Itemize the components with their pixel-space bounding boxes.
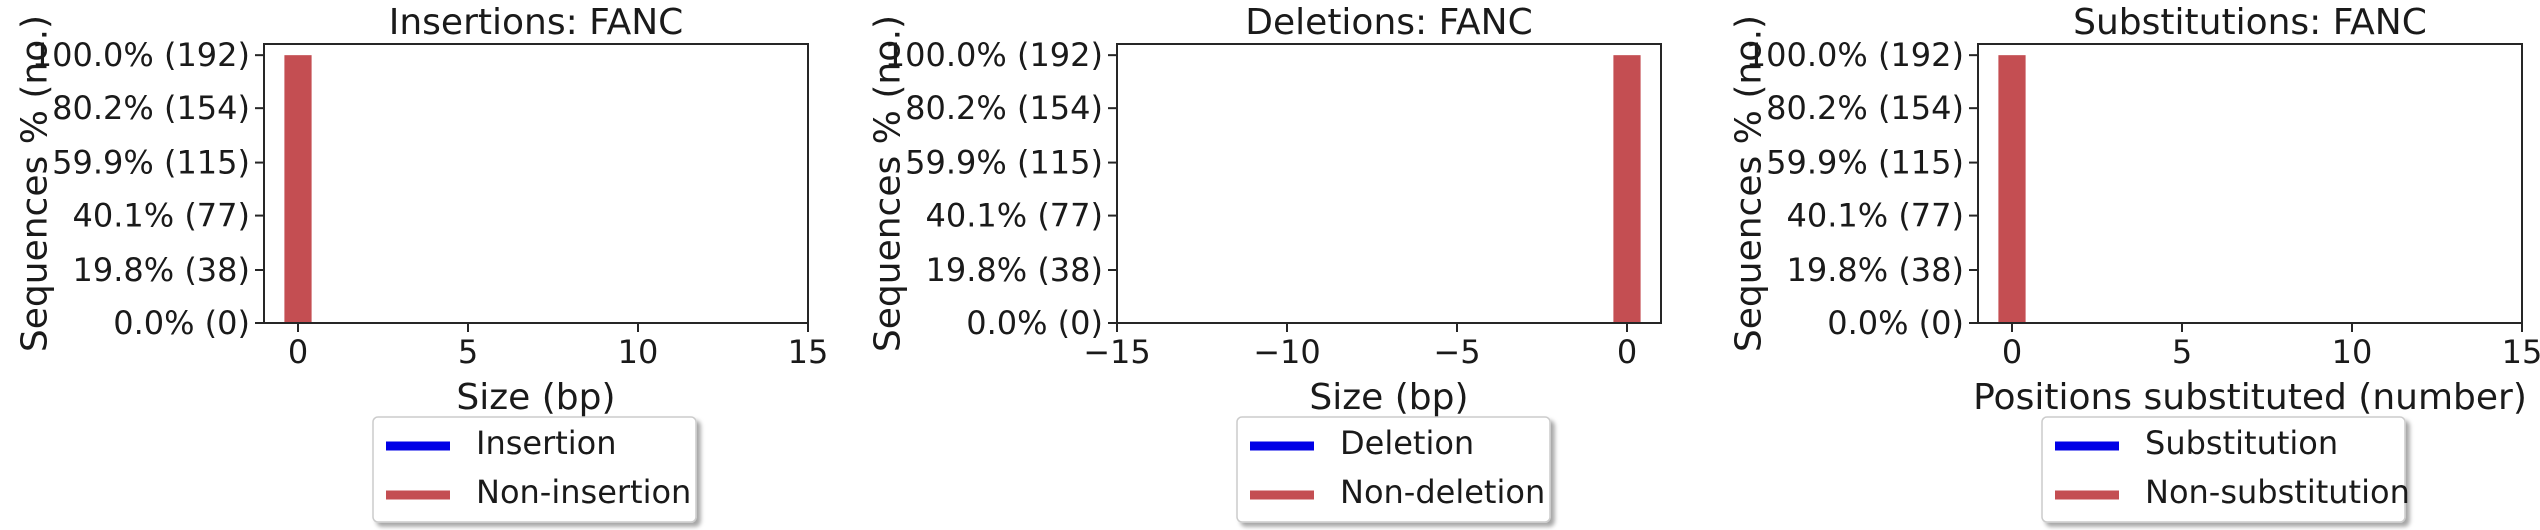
- plot-frame: [1977, 43, 2523, 324]
- x-tick-label: −15: [1083, 333, 1151, 371]
- legend-entry-label: Non-deletion: [1340, 473, 1545, 511]
- legend-box: [2041, 416, 2406, 523]
- x-tick-label: 15: [2502, 333, 2540, 371]
- y-tick-label: 0.0% (0): [966, 304, 1103, 342]
- x-tick-label: 15: [788, 333, 829, 371]
- legend: Substitution Non-substitution: [2041, 416, 2410, 523]
- x-tick-label: 5: [2172, 333, 2192, 371]
- bar: [1613, 55, 1641, 323]
- y-tick-label: 19.8% (38): [72, 251, 250, 289]
- y-tick-label: 40.1% (77): [925, 197, 1103, 235]
- x-tick-label: 0: [2002, 333, 2022, 371]
- legend-entry-label: Deletion: [1340, 424, 1474, 462]
- y-tick-label: 80.2% (154): [905, 89, 1103, 127]
- legend-entry-label: Substitution: [2145, 424, 2338, 462]
- x-tick-label: 5: [458, 333, 478, 371]
- bar: [1998, 55, 2026, 323]
- x-tick-label: −10: [1253, 333, 1321, 371]
- plot-frame: [263, 43, 809, 324]
- legend-entry-label: Non-substitution: [2145, 473, 2410, 511]
- legend: Deletion Non-deletion: [1236, 416, 1551, 523]
- x-tick-label: 10: [2332, 333, 2373, 371]
- y-tick-label: 59.9% (115): [1766, 144, 1964, 182]
- legend: Insertion Non-insertion: [372, 416, 697, 523]
- plot-frame: [1116, 43, 1662, 324]
- bar: [284, 55, 312, 323]
- chart-title: Deletions: FANC: [1245, 2, 1532, 43]
- y-axis-label: Sequences % (no.): [15, 15, 56, 352]
- y-axis-label: Sequences % (no.): [868, 15, 909, 352]
- y-tick-label: 80.2% (154): [1766, 89, 1964, 127]
- x-tick-label: 10: [618, 333, 659, 371]
- chart-panel-2: 0.0% (0) 19.8% (38) 40.1% (77) 59.9% (115) 8…: [868, 2, 1662, 523]
- legend-box: [1236, 416, 1551, 523]
- y-tick-label: 0.0% (0): [1827, 304, 1964, 342]
- y-tick-label: 40.1% (77): [72, 197, 250, 235]
- x-axis-label: Positions substituted (number): [1973, 377, 2527, 418]
- chart-title: Insertions: FANC: [389, 2, 684, 43]
- y-tick-label: 19.8% (38): [925, 251, 1103, 289]
- chart-panel-1: 0.0% (0) 19.8% (38) 40.1% (77) 59.9% (115) 8…: [15, 2, 829, 523]
- y-tick-label: 40.1% (77): [1786, 197, 1964, 235]
- y-tick-label: 100.0% (192): [1746, 36, 1964, 74]
- y-tick-label: 59.9% (115): [905, 144, 1103, 182]
- y-tick-label: 19.8% (38): [1786, 251, 1964, 289]
- y-tick-label: 59.9% (115): [52, 144, 250, 182]
- y-tick-label: 80.2% (154): [52, 89, 250, 127]
- chart-panel-3: 0.0% (0) 19.8% (38) 40.1% (77) 59.9% (115) 8…: [1729, 2, 2540, 523]
- y-tick-label: 100.0% (192): [32, 36, 250, 74]
- y-tick-label: 0.0% (0): [113, 304, 250, 342]
- x-axis-label: Size (bp): [1309, 377, 1468, 418]
- x-tick-label: 0: [1617, 333, 1637, 371]
- y-tick-label: 100.0% (192): [885, 36, 1103, 74]
- y-axis-label: Sequences % (no.): [1729, 15, 1770, 352]
- x-tick-label: −5: [1433, 333, 1480, 371]
- legend-entry-label: Insertion: [476, 424, 617, 462]
- legend-entry-label: Non-insertion: [476, 473, 691, 511]
- chart-title: Substitutions: FANC: [2073, 2, 2427, 43]
- x-tick-label: 0: [288, 333, 308, 371]
- x-axis-label: Size (bp): [456, 377, 615, 418]
- legend-box: [372, 416, 697, 523]
